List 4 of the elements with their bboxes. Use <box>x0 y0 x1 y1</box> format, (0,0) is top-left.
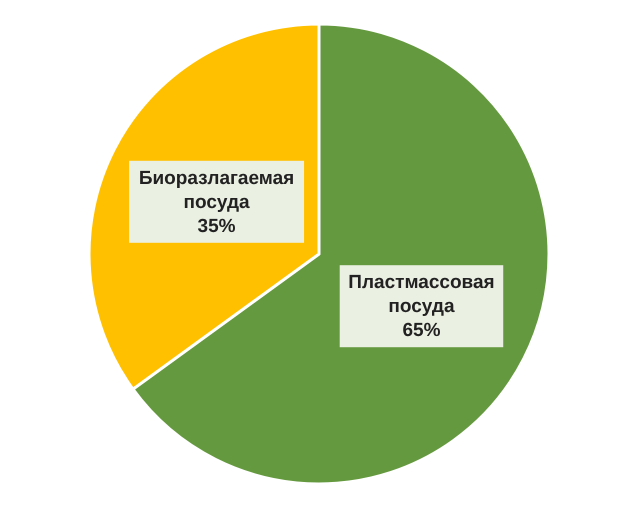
slice-label: Пластмассовая посуда <box>348 272 495 318</box>
data-label: 35% <box>198 216 236 237</box>
data-label: 65% <box>402 320 441 342</box>
slice-label: Биоразлагаемая посуда <box>138 168 294 213</box>
